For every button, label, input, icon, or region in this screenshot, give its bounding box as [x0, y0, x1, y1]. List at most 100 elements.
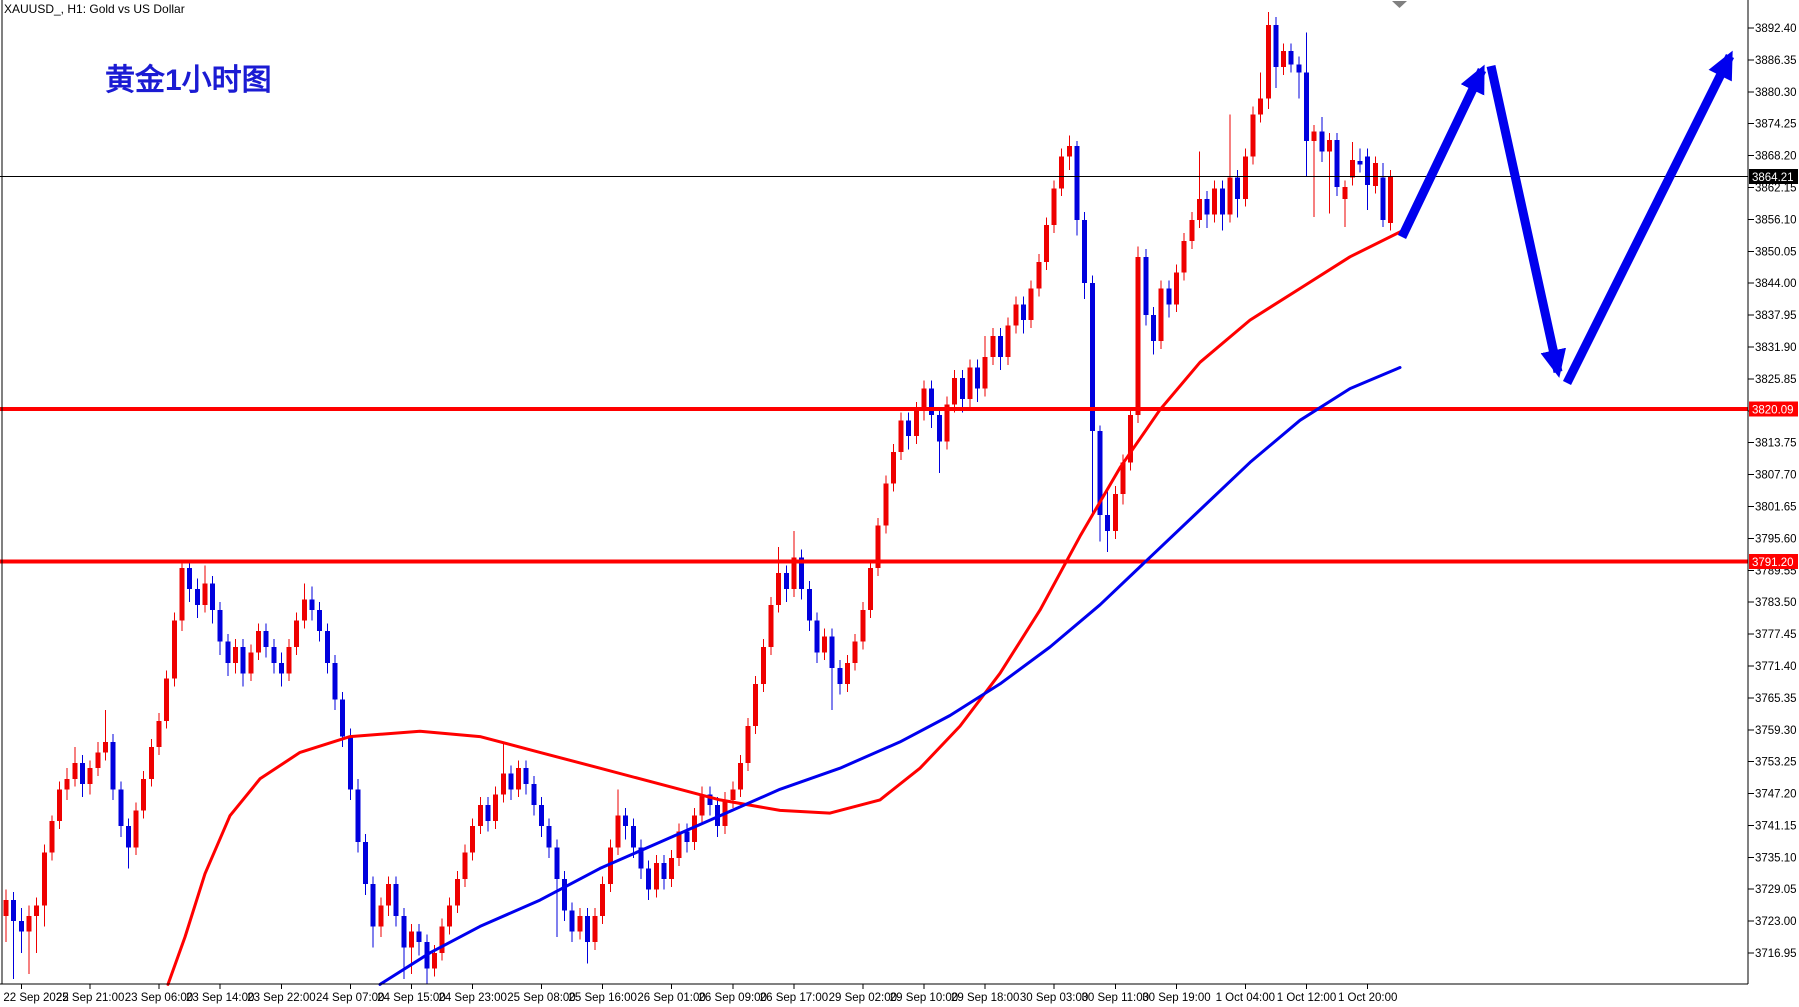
- candle-body: [194, 588, 200, 605]
- candle-body: [1020, 304, 1026, 321]
- candle-body: [829, 636, 835, 669]
- time-axis-label: 26 Sep 01:00: [637, 992, 705, 1004]
- candle-body: [263, 631, 269, 647]
- candle-body: [248, 652, 254, 674]
- candle-body: [370, 884, 376, 927]
- candle-body: [906, 420, 912, 437]
- candle-body: [118, 789, 124, 827]
- price-axis-label: 3795.60: [1755, 533, 1797, 545]
- candle-body: [1250, 114, 1256, 157]
- price-axis-label: 3837.95: [1755, 310, 1797, 322]
- candle-body: [630, 826, 636, 848]
- forecast-arrow: [1397, 64, 1487, 239]
- time-axis-label: 30 Sep 11:00: [1081, 992, 1149, 1004]
- ma-slow-polyline: [378, 366, 1402, 986]
- candle-body: [1128, 414, 1134, 463]
- price-tag-value: 3864.21: [1752, 172, 1794, 184]
- candle-body: [1043, 225, 1049, 263]
- price-axis-label: 3807.70: [1755, 470, 1797, 482]
- candle-body: [523, 768, 529, 785]
- price-axis-label: 3765.35: [1755, 693, 1797, 705]
- candle-body: [1189, 219, 1195, 242]
- candle-body: [692, 815, 697, 843]
- candle-body: [1357, 160, 1363, 165]
- price-axis-label: 3831.90: [1755, 342, 1797, 354]
- chart-title: XAUUSD_, H1: Gold vs US Dollar: [4, 2, 185, 16]
- candle-body: [324, 631, 330, 663]
- candle-body: [516, 768, 522, 790]
- candle-body: [294, 620, 300, 647]
- candle-body: [1380, 177, 1386, 220]
- candle-body: [187, 567, 193, 589]
- candle-body: [707, 794, 713, 806]
- candle-body: [1219, 188, 1225, 215]
- candle-body: [1112, 494, 1118, 531]
- candle-body: [1334, 139, 1340, 188]
- candle-body: [1326, 139, 1332, 152]
- price-axis-label: 3723.00: [1755, 916, 1797, 928]
- forecast-arrow: [1562, 50, 1735, 386]
- candle-body: [225, 641, 231, 663]
- candle-body: [867, 567, 873, 611]
- candle-body: [653, 863, 659, 890]
- candle-body: [470, 826, 476, 853]
- candle-body: [1173, 272, 1179, 305]
- candle-body: [1311, 131, 1317, 141]
- candle-body: [1013, 304, 1019, 326]
- candle-body: [936, 414, 942, 442]
- candle-body: [11, 900, 17, 922]
- time-axis-label: 29 Sep 18:00: [951, 992, 1019, 1004]
- candle-body: [998, 335, 1003, 357]
- time-axis-label: 24 Sep 07:00: [316, 992, 384, 1004]
- price-tag-value: 3820.09: [1752, 405, 1794, 417]
- price-axis-label: 3753.25: [1755, 757, 1797, 769]
- candle-body: [699, 794, 705, 816]
- candle-body: [141, 778, 147, 811]
- candle-body: [164, 678, 170, 721]
- candle-body: [783, 573, 789, 589]
- candle-body: [508, 773, 514, 790]
- price-axis-label: 3771.40: [1755, 661, 1797, 673]
- candle-body: [1181, 241, 1187, 273]
- time-axis-label: 1 Oct 20:00: [1338, 992, 1397, 1004]
- candle-body: [1388, 176, 1394, 224]
- time-axis-label: 22 Sep 2025: [3, 992, 68, 1004]
- candle-body: [1120, 462, 1126, 495]
- chart-shift-marker-icon[interactable]: [1392, 1, 1407, 8]
- candle-body: [860, 610, 866, 642]
- candle-body: [546, 826, 552, 848]
- price-axis-label: 3892.40: [1755, 23, 1797, 35]
- price-axis[interactable]: 3892.40 3886.35 3880.30 3874.25 3868.20 3862.…: [1747, 0, 1797, 984]
- candle-body: [623, 815, 629, 827]
- price-axis-label: 3825.85: [1755, 374, 1797, 386]
- candle-body: [684, 831, 690, 843]
- candle-body: [332, 662, 338, 700]
- forecast-arrows[interactable]: [1397, 50, 1735, 386]
- candle-body: [34, 905, 40, 916]
- price-tag-value: 3791.20: [1752, 557, 1794, 569]
- candle-body: [87, 768, 93, 785]
- candle-body: [18, 921, 24, 932]
- candle-body: [408, 931, 414, 948]
- candle-body: [1349, 159, 1355, 178]
- candle-body: [760, 646, 766, 684]
- candle-body: [1372, 162, 1378, 187]
- candle-body: [462, 852, 468, 879]
- candle-body: [278, 662, 284, 674]
- candle-body: [477, 805, 483, 827]
- candle-body: [1319, 131, 1325, 152]
- candle-body: [929, 388, 935, 415]
- candle-body: [286, 646, 292, 674]
- candle-body: [454, 878, 460, 906]
- candle-body: [1151, 314, 1156, 342]
- candle-body: [638, 847, 644, 869]
- candle-body: [1105, 515, 1111, 531]
- watermark-cn-title: 黄金1小时图: [105, 63, 272, 97]
- time-axis-label: 30 Sep 03:00: [1020, 992, 1088, 1004]
- time-axis-label: 24 Sep 23:00: [438, 992, 506, 1004]
- time-axis-label: 26 Sep 17:00: [760, 992, 828, 1004]
- candle-body: [416, 931, 422, 943]
